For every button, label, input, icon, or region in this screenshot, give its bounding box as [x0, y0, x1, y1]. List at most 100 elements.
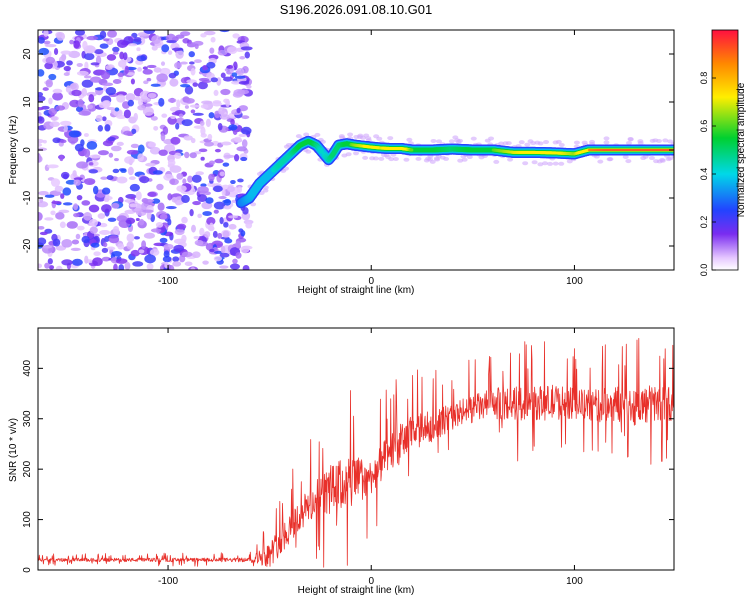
- noise-blob: [214, 158, 224, 164]
- noise-blob: [119, 51, 125, 60]
- bottom-x-axis-label: Height of straight line (km): [298, 585, 415, 596]
- noise-blob: [63, 125, 68, 133]
- noise-blob: [234, 153, 240, 162]
- noise-blob: [159, 213, 168, 220]
- noise-blob: [59, 120, 72, 126]
- noise-blob: [78, 110, 91, 116]
- noise-blob: [192, 82, 199, 87]
- noise-blob: [210, 36, 216, 43]
- ridge-halo: [662, 138, 669, 143]
- noise-blob: [226, 65, 234, 69]
- ridge-halo: [456, 138, 463, 143]
- noise-blob: [178, 113, 184, 118]
- noise-blob: [143, 232, 156, 239]
- noise-blob: [90, 76, 102, 83]
- noise-blob: [172, 261, 182, 267]
- noise-blob: [171, 111, 182, 116]
- noise-blob: [71, 89, 82, 97]
- noise-blob: [69, 39, 75, 45]
- ridge-halo: [338, 134, 345, 139]
- noise-blob: [117, 243, 125, 250]
- noise-blob: [45, 79, 53, 88]
- noise-blob: [199, 227, 205, 236]
- bottom-x-ticks: -100 0 100: [158, 328, 583, 587]
- noise-blob: [146, 77, 152, 82]
- noise-blob: [105, 65, 113, 70]
- noise-blob: [71, 258, 83, 266]
- noise-blob: [137, 153, 145, 162]
- noise-blob: [176, 172, 184, 180]
- ridge-halo: [387, 136, 394, 141]
- noise-blob: [69, 99, 81, 108]
- ridge-halo: [558, 142, 565, 147]
- noise-blob: [138, 218, 145, 226]
- noise-blob: [73, 179, 81, 186]
- noise-blob: [165, 205, 177, 210]
- bottom-x-tick-label: -100: [158, 576, 178, 587]
- noise-blob: [223, 198, 232, 206]
- noise-blob: [232, 258, 238, 264]
- noise-blob: [81, 87, 88, 97]
- noise-blob: [158, 97, 165, 107]
- figure-title: S196.2026.091.08.10.G01: [280, 2, 433, 17]
- noise-blob: [95, 114, 103, 122]
- noise-blob: [190, 68, 196, 76]
- noise-blob: [184, 261, 193, 267]
- noise-blob: [163, 173, 174, 181]
- noise-blob: [237, 89, 250, 95]
- colorbar-tick-label: 0.6: [699, 120, 709, 133]
- top-y-tick-label: 20: [22, 48, 33, 60]
- noise-blob: [53, 48, 59, 55]
- noise-blob: [54, 185, 64, 192]
- ridge-halo: [378, 156, 385, 161]
- noise-blob: [116, 39, 128, 49]
- top-y-tick-label: 0: [22, 147, 33, 153]
- noise-blob: [52, 238, 61, 247]
- ridge-halo: [581, 140, 588, 145]
- bottom-y-tick-label: 200: [22, 460, 33, 477]
- noise-blob: [39, 231, 48, 236]
- colorbar-ticks: 0.0 0.2 0.4 0.6 0.8: [699, 72, 716, 276]
- ridge-halo: [537, 141, 544, 146]
- noise-blob: [76, 62, 83, 67]
- noise-blob: [108, 235, 120, 244]
- noise-blob: [217, 49, 228, 56]
- ridge-halo: [531, 160, 538, 165]
- noise-blob: [224, 238, 233, 244]
- ridge-halo: [347, 132, 354, 137]
- noise-blob: [190, 109, 196, 114]
- noise-blob: [105, 86, 117, 96]
- noise-blob: [61, 259, 73, 266]
- noise-blob: [83, 178, 96, 185]
- ridge-halo: [518, 140, 525, 145]
- noise-blob: [101, 71, 111, 80]
- noise-blob: [178, 254, 186, 263]
- colorbar: 0.0 0.2 0.4 0.6 0.8 Normalized spectral ampl…: [699, 29, 747, 276]
- colorbar-tick-label: 0.2: [699, 216, 709, 229]
- noise-blob: [103, 100, 111, 108]
- noise-blob: [84, 52, 95, 61]
- ridge-halo: [558, 161, 565, 166]
- noise-blob: [77, 98, 84, 108]
- noise-blob: [238, 80, 250, 85]
- noise-blob: [171, 47, 184, 52]
- noise-blob: [175, 34, 185, 39]
- noise-blob: [204, 141, 214, 147]
- noise-blob: [189, 104, 200, 108]
- noise-blob: [118, 60, 127, 68]
- noise-blob: [168, 264, 175, 270]
- ridge-halo: [537, 162, 544, 167]
- ridge-halo: [606, 157, 613, 162]
- noise-blob: [124, 199, 135, 203]
- noise-blob: [193, 235, 200, 240]
- noise-blob: [107, 136, 116, 142]
- noise-blob: [153, 67, 162, 73]
- noise-blob: [93, 251, 101, 257]
- ridge-halo: [314, 132, 321, 137]
- noise-blob: [214, 148, 221, 153]
- noise-blob: [209, 222, 214, 230]
- noise-blob: [181, 234, 187, 243]
- noise-blob: [194, 43, 199, 50]
- noise-blob: [190, 137, 196, 144]
- bottom-y-tick-label: 100: [22, 511, 33, 528]
